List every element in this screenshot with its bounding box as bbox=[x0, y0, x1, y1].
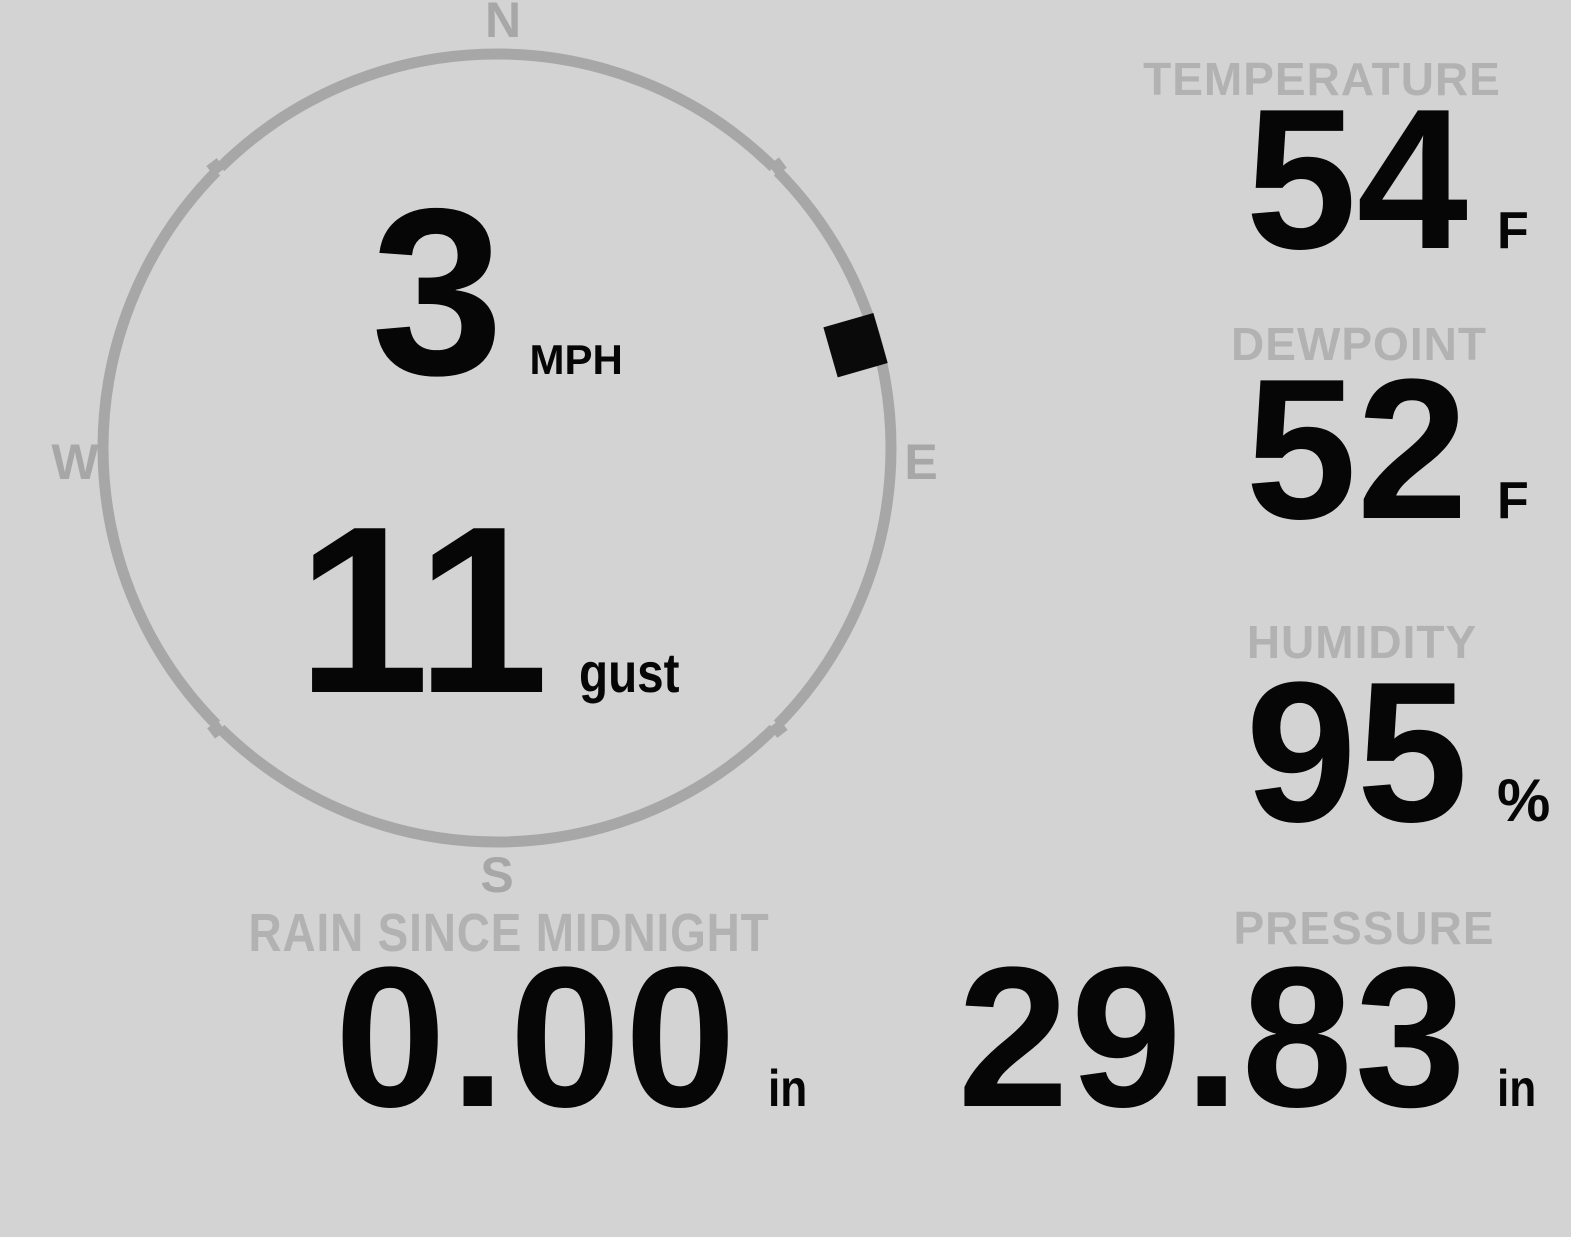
humidity-label: HUMIDITY bbox=[1246, 616, 1478, 668]
compass-cardinal-north: N bbox=[484, 0, 522, 48]
wind-direction-marker bbox=[823, 313, 888, 378]
rain-label: RAIN SINCE MIDNIGHT bbox=[248, 903, 770, 963]
compass-ring bbox=[97, 48, 897, 848]
wind-gust-unit: gust bbox=[578, 641, 680, 704]
dewpoint-value: 52 bbox=[1245, 338, 1468, 561]
wind-speed-value: 3 bbox=[371, 160, 504, 425]
compass-segment-tick-nw bbox=[203, 154, 230, 181]
rain-unit: in bbox=[768, 1060, 808, 1118]
wind-compass bbox=[97, 48, 897, 848]
wind-speed-unit: MPH bbox=[529, 336, 623, 383]
rain-value: 0.00 bbox=[334, 926, 740, 1149]
compass-segment-tick-se bbox=[764, 715, 791, 742]
compass-segment-tick-ne bbox=[764, 154, 791, 181]
pressure-label: PRESSURE bbox=[1233, 902, 1495, 954]
dewpoint-unit: F bbox=[1497, 472, 1529, 530]
compass-segment-tick-sw bbox=[203, 715, 230, 742]
temperature-label: TEMPERATURE bbox=[1143, 53, 1501, 105]
wind-speed-row: 3 MPH bbox=[0, 174, 994, 412]
pressure-value: 29.83 bbox=[957, 926, 1468, 1149]
dewpoint-label: DEWPOINT bbox=[1231, 318, 1487, 370]
humidity-unit: % bbox=[1497, 767, 1551, 834]
temperature-value: 54 bbox=[1245, 68, 1468, 291]
wind-gust-value: 11 bbox=[297, 478, 549, 743]
compass-cardinal-west: W bbox=[51, 434, 99, 490]
wind-gust-row: 11 gust bbox=[0, 492, 994, 730]
compass-cardinal-east: E bbox=[904, 434, 938, 490]
pressure-unit: in bbox=[1497, 1060, 1537, 1118]
compass-cardinal-south: S bbox=[480, 847, 514, 903]
temperature-unit: F bbox=[1497, 202, 1529, 260]
humidity-value: 95 bbox=[1245, 641, 1468, 864]
